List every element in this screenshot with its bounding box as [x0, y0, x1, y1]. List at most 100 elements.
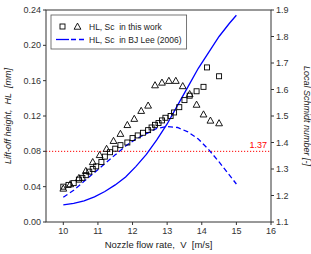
x-tick	[236, 222, 237, 225]
data-point	[172, 110, 177, 115]
data-point	[102, 154, 107, 159]
data-point	[201, 84, 206, 89]
data-point	[108, 150, 113, 155]
y2-tick-label: 1.7	[276, 58, 289, 68]
data-point	[140, 130, 145, 135]
x-tick-label: 14	[197, 226, 207, 236]
legend-label: HL, Sc in BJ Lee (2006)	[89, 35, 182, 45]
x-tick	[97, 222, 98, 225]
x-tick-label: 13	[162, 226, 172, 236]
y-axis-label: Lift-off height, HL [mm]	[3, 68, 13, 164]
x-tick	[63, 222, 64, 225]
x-axis-label: Nozzle flow rate, V [m/s]	[105, 239, 213, 250]
data-point	[186, 91, 193, 97]
reference-line	[46, 151, 271, 152]
legend-swatch	[56, 39, 69, 40]
data-point	[163, 115, 168, 120]
x-tick-label: 10	[58, 226, 68, 236]
data-point	[179, 83, 186, 89]
y-tick	[43, 222, 46, 223]
y-tick	[43, 151, 46, 152]
y2-tick-label: 1.3	[276, 164, 289, 174]
x-tick-label: 15	[231, 226, 241, 236]
y-tick-label: 0.20	[23, 40, 41, 50]
x-tick	[201, 222, 202, 225]
data-point	[125, 140, 130, 145]
y-tick-label: 0.12	[23, 111, 41, 121]
data-point	[216, 120, 223, 126]
y-tick	[43, 116, 46, 117]
y2-tick	[271, 36, 274, 37]
x-tick	[167, 222, 168, 225]
legend-label: HL, Sc in this work	[89, 22, 162, 32]
series-line	[63, 127, 236, 198]
y2-tick	[271, 169, 274, 170]
data-point	[82, 167, 89, 173]
data-point	[124, 121, 131, 127]
y2-tick-label: 1.6	[276, 85, 289, 95]
y2-tick	[271, 142, 274, 143]
data-point	[193, 101, 200, 107]
y2-tick	[271, 89, 274, 90]
data-point	[194, 89, 199, 94]
data-point	[207, 117, 214, 123]
y-tick	[43, 45, 46, 46]
reference-label: 1.37	[249, 140, 267, 150]
data-point	[152, 82, 159, 88]
series-line	[63, 15, 236, 204]
data-point	[60, 185, 67, 191]
data-point	[110, 137, 117, 143]
y2-tick-label: 1.5	[276, 111, 289, 121]
plot-area	[46, 10, 271, 222]
data-point	[103, 145, 110, 151]
y-tick	[43, 80, 46, 81]
data-point	[159, 79, 166, 85]
chart: 101112131415160.000.040.080.120.160.200.…	[0, 0, 311, 254]
y-tick	[43, 186, 46, 187]
data-point	[172, 77, 179, 83]
y-tick-label: 0.00	[23, 217, 41, 227]
y-tick	[43, 10, 46, 11]
data-point	[177, 105, 182, 110]
legend-swatch	[71, 39, 84, 40]
y2-tick	[271, 10, 274, 11]
data-point	[130, 136, 135, 141]
data-point	[118, 143, 123, 148]
x-tick-label: 12	[128, 226, 138, 236]
data-point	[138, 107, 145, 113]
y-tick-label: 0.24	[23, 5, 41, 15]
data-point	[117, 130, 124, 136]
y-tick-label: 0.16	[23, 76, 41, 86]
data-point	[131, 115, 138, 121]
y2-tick	[271, 195, 274, 196]
data-point	[135, 133, 140, 138]
plot-frame	[46, 10, 271, 222]
y-tick-label: 0.08	[23, 146, 41, 156]
y2-tick-label: 1.8	[276, 32, 289, 42]
y2-tick-label: 1.4	[276, 138, 289, 148]
data-point	[99, 159, 104, 164]
legend-swatch	[60, 24, 65, 29]
y2-tick	[271, 63, 274, 64]
data-point	[75, 174, 82, 180]
data-point	[168, 114, 173, 119]
data-point	[217, 74, 222, 79]
y2-tick-label: 1.9	[276, 5, 289, 15]
y2-tick	[271, 116, 274, 117]
data-point	[89, 159, 96, 165]
y2-tick-label: 1.1	[276, 217, 289, 227]
data-point	[165, 77, 172, 83]
x-tick-label: 11	[93, 226, 102, 236]
data-point	[153, 122, 158, 127]
y2-axis-label: Local Schmidt number [-]	[302, 66, 311, 167]
data-point	[67, 181, 74, 187]
data-point	[113, 146, 118, 151]
legend-box	[51, 15, 187, 49]
legend-swatch	[74, 23, 81, 29]
y2-tick	[271, 222, 274, 223]
legend: HL, Sc in this work HL, Sc in BJ Lee (200…	[51, 15, 187, 49]
data-point	[96, 151, 103, 157]
y-tick-label: 0.04	[23, 182, 41, 192]
data-point	[204, 65, 209, 70]
x-tick	[132, 222, 133, 225]
